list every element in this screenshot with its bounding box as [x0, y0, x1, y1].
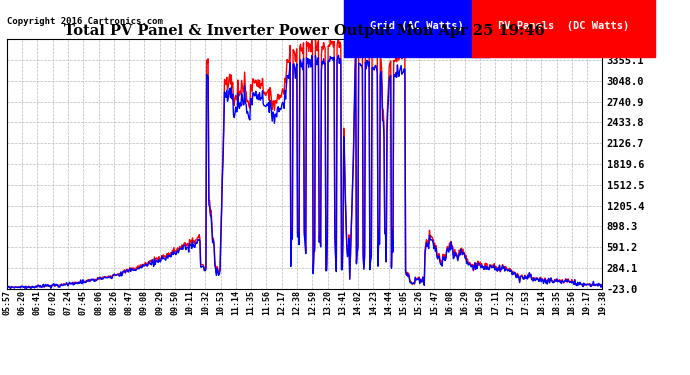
Text: PV Panels  (DC Watts): PV Panels (DC Watts) [498, 21, 629, 31]
Title: Total PV Panel & Inverter Power Output Mon Apr 25 19:46: Total PV Panel & Inverter Power Output M… [64, 24, 545, 38]
Text: Copyright 2016 Cartronics.com: Copyright 2016 Cartronics.com [7, 17, 163, 26]
Text: Grid (AC Watts): Grid (AC Watts) [370, 21, 464, 31]
